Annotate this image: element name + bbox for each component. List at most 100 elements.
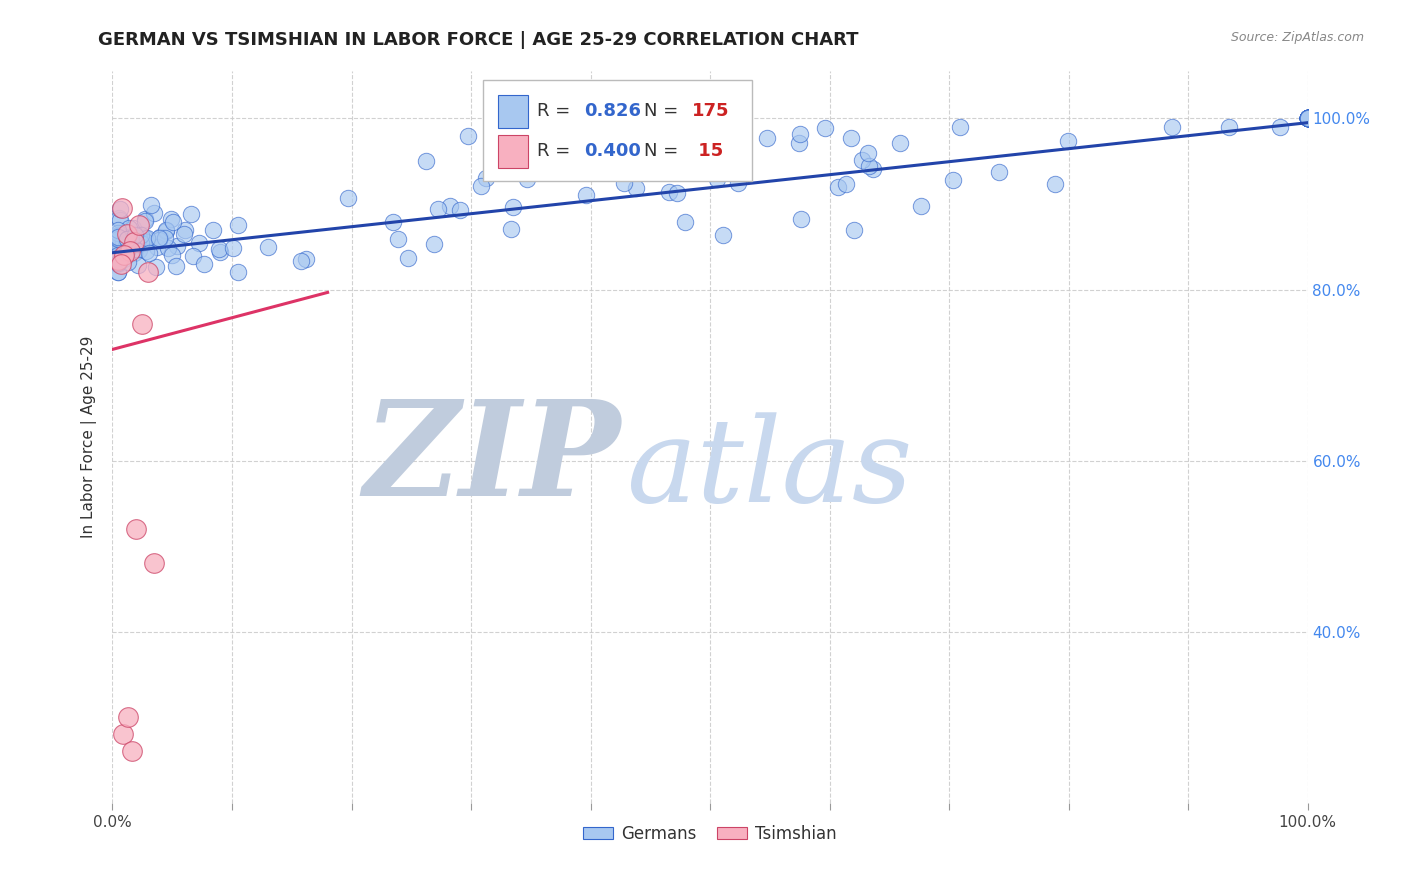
Point [949, 120, 972, 134]
Point [856, 145, 879, 160]
Point [1296, 112, 1319, 126]
Point [180, 207, 202, 221]
Point [1296, 112, 1319, 126]
Point [138, 246, 160, 260]
Point [135, 244, 157, 258]
Point [110, 230, 132, 244]
Point [115, 227, 138, 241]
Point [1270, 120, 1292, 134]
Point [1296, 112, 1319, 126]
Point [162, 215, 184, 229]
Point [107, 227, 129, 241]
FancyBboxPatch shape [499, 135, 529, 168]
Point [107, 235, 129, 250]
Point [910, 199, 932, 213]
Point [107, 223, 129, 237]
Point [470, 178, 492, 193]
Point [173, 227, 195, 242]
Text: N =: N = [644, 102, 685, 120]
Point [129, 235, 152, 250]
Point [107, 257, 129, 271]
Point [1296, 112, 1319, 126]
Point [827, 180, 849, 194]
Point [110, 254, 132, 268]
Point [141, 197, 163, 211]
Point [1296, 112, 1319, 126]
Point [120, 244, 142, 258]
Point [387, 232, 409, 246]
Point [134, 231, 156, 245]
Point [666, 186, 689, 200]
Point [257, 240, 280, 254]
Point [142, 206, 165, 220]
Point [114, 230, 136, 244]
Point [1296, 112, 1319, 126]
Point [155, 231, 177, 245]
Point [107, 265, 129, 279]
Point [226, 265, 249, 279]
Text: atlas: atlas [627, 413, 912, 527]
Point [1296, 112, 1319, 126]
Text: GERMAN VS TSIMSHIAN IN LABOR FORCE | AGE 25-29 CORRELATION CHART: GERMAN VS TSIMSHIAN IN LABOR FORCE | AGE… [98, 31, 859, 49]
Point [107, 234, 129, 248]
Point [1296, 112, 1319, 126]
Point [1296, 112, 1319, 126]
Point [671, 163, 693, 178]
Point [789, 127, 811, 141]
Point [193, 257, 215, 271]
Point [415, 154, 437, 169]
Point [790, 212, 813, 227]
Point [755, 131, 778, 145]
Point [1296, 112, 1319, 126]
Point [942, 173, 965, 187]
Point [107, 230, 129, 244]
Point [134, 214, 156, 228]
Point [110, 242, 132, 256]
Point [128, 219, 150, 233]
Text: R =: R = [537, 102, 575, 120]
Point [187, 235, 209, 250]
Point [1296, 112, 1319, 126]
Text: R =: R = [537, 142, 575, 160]
Text: 0.826: 0.826 [585, 102, 641, 120]
Point [107, 250, 129, 264]
Point [112, 244, 135, 258]
Point [173, 223, 195, 237]
Point [108, 212, 131, 227]
Point [422, 237, 444, 252]
Point [1045, 177, 1067, 191]
Point [136, 231, 159, 245]
Point [226, 218, 249, 232]
Point [208, 242, 231, 256]
FancyBboxPatch shape [484, 80, 752, 181]
Point [114, 234, 136, 248]
Point [396, 251, 419, 265]
Point [626, 181, 648, 195]
Point [112, 252, 135, 266]
Point [439, 199, 461, 213]
Point [110, 202, 132, 216]
Point [108, 244, 131, 258]
Point [125, 522, 148, 536]
Point [1056, 134, 1078, 148]
Point [842, 223, 865, 237]
Point [209, 245, 232, 260]
Point [149, 230, 172, 244]
Point [502, 200, 524, 214]
Point [449, 202, 471, 217]
Text: 175: 175 [692, 102, 730, 120]
Point [112, 235, 135, 249]
Point [115, 232, 138, 246]
Point [851, 153, 873, 167]
Point [295, 252, 318, 267]
Point [112, 727, 135, 741]
Point [382, 215, 405, 229]
Point [108, 253, 131, 268]
Point [202, 223, 225, 237]
Point [117, 254, 139, 268]
Point [1218, 120, 1240, 134]
Point [620, 145, 643, 159]
Point [160, 248, 183, 262]
Point [117, 710, 139, 724]
Point [107, 247, 129, 261]
